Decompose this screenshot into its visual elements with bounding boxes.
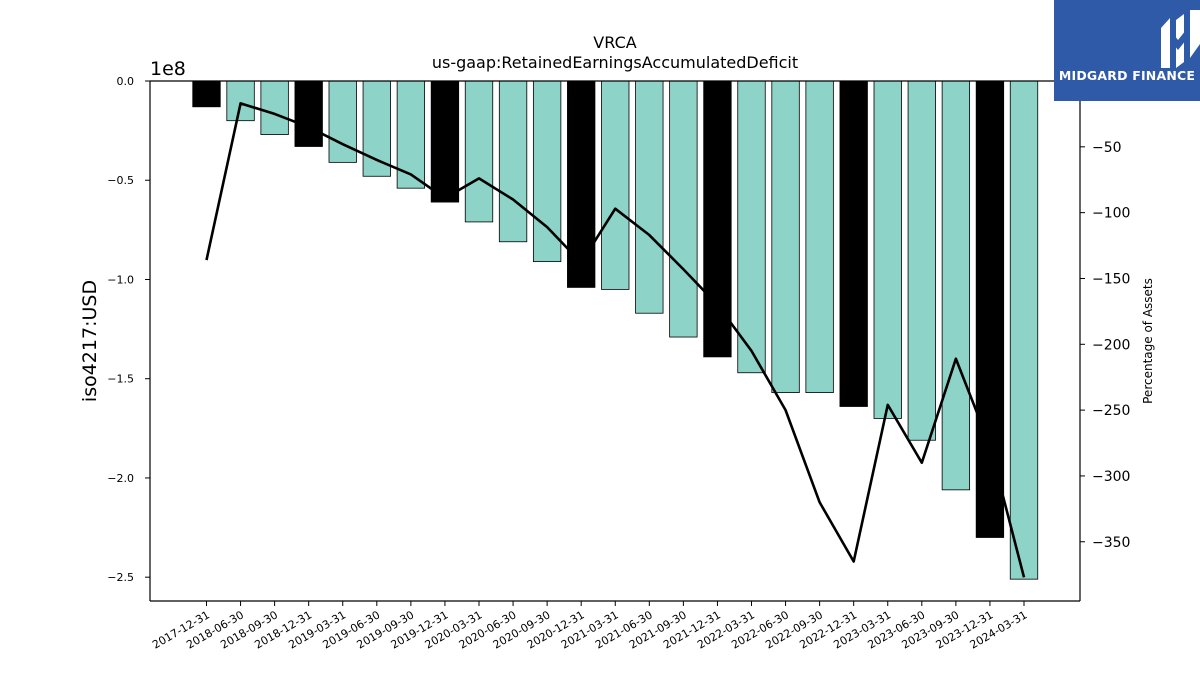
bar-2020-09-30 <box>532 80 562 263</box>
y2-tick-label: −250 <box>1092 403 1130 419</box>
chart-subtitle: us-gaap:RetainedEarningsAccumulatedDefic… <box>432 53 798 72</box>
bar-2022-09-30 <box>805 80 834 394</box>
chart-title: VRCA <box>593 33 636 52</box>
y-scale-label: 1e8 <box>150 58 186 80</box>
bar-2021-09-30 <box>669 80 698 338</box>
bar-2018-06-30 <box>226 80 255 122</box>
y2-tick-label: −50 <box>1092 140 1122 156</box>
bar-2021-03-31 <box>601 80 630 290</box>
bar-2018-12-31 <box>294 80 323 147</box>
bar-2023-09-30 <box>941 80 971 491</box>
logo-mark-icon <box>1161 10 1200 68</box>
bar-2024-03-31 <box>1009 80 1039 580</box>
bar-2023-06-30 <box>907 80 936 441</box>
y2-axis-label: Percentage of Assets <box>1141 278 1155 404</box>
y-tick-label: −2.0 <box>107 472 134 485</box>
y-tick-label: −1.5 <box>107 373 134 386</box>
y-tick-label: −1.0 <box>107 273 134 286</box>
y-tick-label: −0.5 <box>107 174 134 187</box>
bar-2022-03-31 <box>737 80 766 374</box>
y2-tick-label: −150 <box>1092 271 1130 287</box>
bar-2023-12-31 <box>975 80 1005 538</box>
bar-2021-06-30 <box>635 80 664 314</box>
y-tick-label: −2.5 <box>107 571 134 584</box>
bar-2022-06-30 <box>771 80 800 394</box>
bar-2019-06-30 <box>362 80 391 177</box>
bar-2023-03-31 <box>873 80 902 419</box>
company-logo: MIDGARD FINANCE <box>1054 0 1200 101</box>
y2-tick-label: −300 <box>1092 469 1130 485</box>
bar-2020-03-31 <box>464 80 494 223</box>
y-tick-label: 0.0 <box>117 75 135 88</box>
bar-2019-09-30 <box>396 80 426 189</box>
bar-2020-06-30 <box>498 80 528 243</box>
bar-2019-12-31 <box>430 80 460 203</box>
y2-tick-label: −200 <box>1092 337 1130 353</box>
bar-2020-12-31 <box>567 80 596 288</box>
y2-tick-label: −100 <box>1092 206 1130 222</box>
logo-text: MIDGARD FINANCE <box>1058 68 1196 83</box>
y-axis-label: iso4217:USD <box>79 280 101 402</box>
bar-2022-12-31 <box>839 80 868 407</box>
y2-tick-label: −350 <box>1092 535 1130 551</box>
bar-2018-09-30 <box>260 80 289 135</box>
bar-2021-12-31 <box>703 80 732 358</box>
bar-2017-12-31 <box>192 80 221 108</box>
bar-2019-03-31 <box>328 80 357 163</box>
